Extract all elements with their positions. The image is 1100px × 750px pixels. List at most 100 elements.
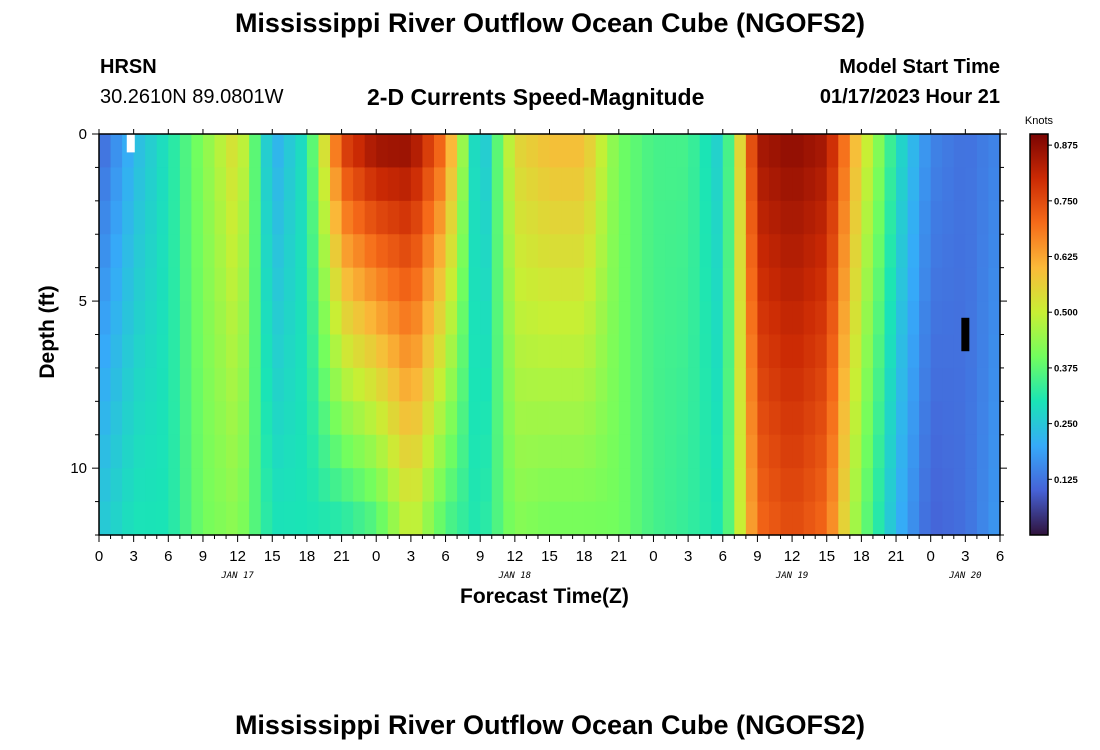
heatmap-cell — [318, 367, 331, 402]
heatmap-cell — [792, 267, 805, 302]
heatmap-cell — [237, 401, 250, 436]
heatmap-cell — [976, 501, 990, 536]
heatmap-cell — [341, 301, 354, 336]
heatmap-cell — [861, 501, 874, 536]
heatmap-cell — [780, 334, 793, 369]
heatmap-cell — [410, 301, 424, 336]
heatmap-cell — [549, 334, 562, 369]
heatmap-cell — [942, 134, 955, 169]
heatmap-cell — [722, 301, 735, 336]
heatmap-cell — [537, 501, 551, 536]
heatmap-cell — [607, 167, 620, 202]
heatmap-cell — [722, 334, 735, 369]
heatmap-cell — [699, 334, 712, 369]
heatmap-cell — [226, 501, 239, 536]
heatmap-cell — [572, 167, 585, 202]
heatmap-cell — [815, 234, 828, 269]
y-axis-title: Depth (ft) — [36, 285, 59, 379]
heatmap-cell — [838, 401, 851, 436]
heatmap-cell — [988, 267, 1001, 302]
heatmap-cell — [826, 434, 839, 469]
heatmap-cell — [595, 501, 608, 536]
heatmap-cell — [722, 401, 735, 436]
heatmap-cell — [607, 468, 620, 503]
heatmap-cell — [653, 200, 666, 235]
heatmap-cell — [653, 167, 666, 202]
heatmap-cell — [872, 301, 886, 336]
heatmap-cell — [433, 167, 447, 202]
heatmap-cell — [526, 501, 539, 536]
heatmap-cell — [942, 367, 955, 402]
heatmap-cell — [665, 301, 678, 336]
heatmap-cell — [306, 234, 320, 269]
heatmap-cell — [711, 134, 724, 169]
heatmap-cell — [618, 134, 631, 169]
heatmap-cell — [896, 367, 909, 402]
heatmap-cell — [526, 134, 539, 169]
heatmap-cell — [653, 501, 666, 536]
heatmap-cell — [930, 434, 943, 469]
heatmap-cell — [688, 468, 701, 503]
heatmap-cell — [734, 200, 747, 235]
heatmap-cell — [353, 234, 366, 269]
heatmap-cell — [122, 200, 135, 235]
heatmap-cell — [907, 367, 920, 402]
heatmap-cell — [156, 401, 169, 436]
heatmap-cell — [306, 501, 320, 536]
heatmap-cell — [330, 134, 343, 169]
heatmap-cell — [815, 367, 828, 402]
page-title: Mississippi River Outflow Ocean Cube (NG… — [234, 8, 866, 38]
heatmap-cell — [872, 267, 886, 302]
heatmap-cell — [815, 200, 828, 235]
heatmap-cell — [607, 334, 620, 369]
heatmap-cell — [803, 468, 816, 503]
heatmap-cell — [202, 267, 216, 302]
heatmap-cell — [988, 167, 1001, 202]
heatmap-cell — [422, 267, 435, 302]
heatmap-cell — [122, 267, 135, 302]
heatmap-cell — [260, 401, 273, 436]
heatmap-cell — [572, 234, 585, 269]
heatmap-cell — [226, 434, 239, 469]
heatmap-cell — [965, 367, 978, 402]
heatmap-cell — [584, 234, 597, 269]
heatmap-cell — [410, 401, 424, 436]
heatmap-cell — [272, 234, 285, 269]
heatmap-cell — [330, 301, 343, 336]
heatmap-cell — [711, 234, 724, 269]
heatmap-cell — [341, 134, 354, 169]
heatmap-cell — [584, 501, 597, 536]
x-tick-label: 3 — [407, 548, 415, 565]
heatmap-cell — [595, 468, 608, 503]
heatmap-cell — [595, 367, 608, 402]
heatmap-cell — [942, 200, 955, 235]
heatmap-cell — [191, 267, 204, 302]
heatmap-cell — [445, 434, 458, 469]
heatmap-cell — [549, 468, 562, 503]
heatmap-cell — [468, 234, 481, 269]
heatmap-cell — [792, 501, 805, 536]
heatmap-cell — [630, 468, 643, 503]
heatmap-cell — [387, 468, 400, 503]
heatmap-cell — [410, 200, 424, 235]
heatmap-cell — [491, 134, 504, 169]
heatmap-cell — [849, 367, 862, 402]
x-tick-label: 0 — [927, 548, 935, 565]
heatmap-cell — [133, 401, 146, 436]
heatmap-cell — [907, 334, 920, 369]
heatmap-cell — [133, 301, 146, 336]
heatmap-cell — [896, 167, 909, 202]
heatmap-cell — [410, 334, 424, 369]
heatmap-cell — [537, 134, 551, 169]
heatmap-cell — [410, 267, 424, 302]
heatmap-cell — [561, 301, 574, 336]
heatmap-cell — [711, 301, 724, 336]
heatmap-cell — [376, 234, 389, 269]
heatmap-cell — [191, 401, 204, 436]
heatmap-cell — [768, 468, 782, 503]
heatmap-cell — [572, 267, 585, 302]
heatmap-cell — [919, 367, 932, 402]
heatmap-cell — [214, 367, 227, 402]
heatmap-cell — [838, 234, 851, 269]
heatmap-cell — [399, 468, 412, 503]
